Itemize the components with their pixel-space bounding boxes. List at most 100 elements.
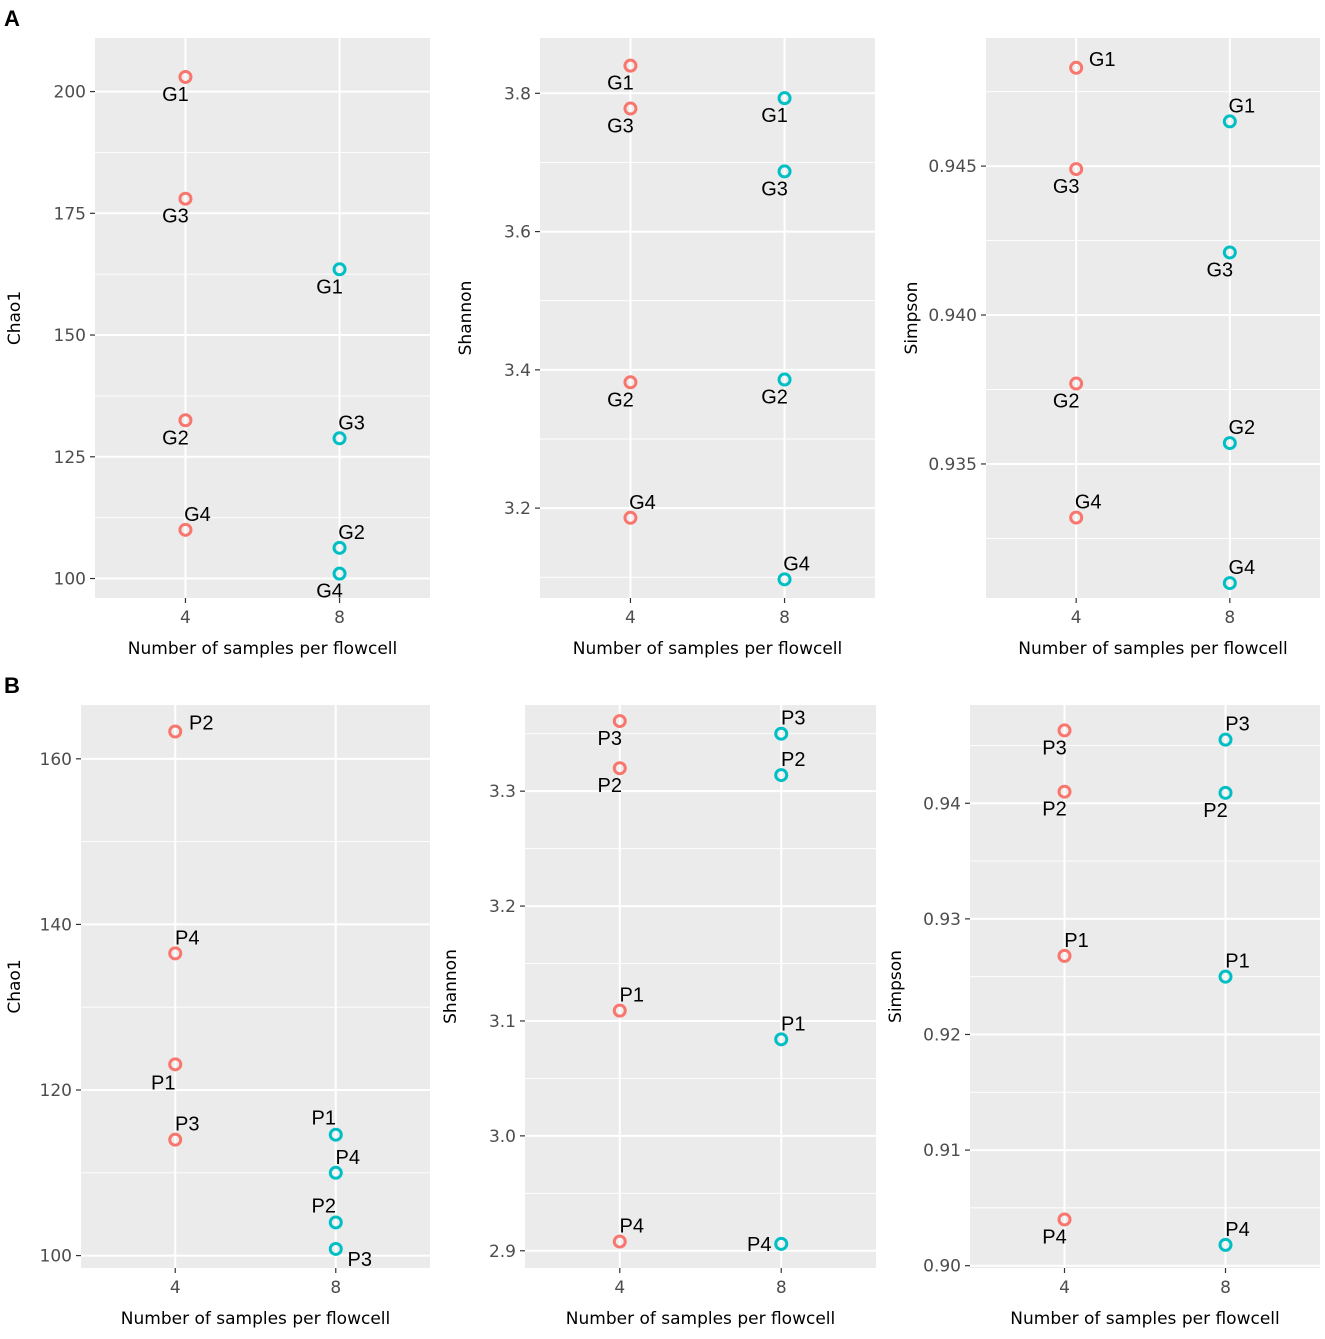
x-axis-title: Number of samples per flowcell [121,1309,390,1329]
y-tick-label: 140 [40,915,72,935]
point-label-p2: P2 [312,1195,336,1217]
data-point-p4 [1057,1212,1072,1227]
data-point-g4 [1222,576,1237,591]
point-label-g3: G3 [1053,176,1080,198]
y-tick-label: 3.2 [489,897,516,917]
x-tick-label: 4 [180,608,191,628]
point-label-p2: P2 [1042,799,1066,821]
data-point-p3 [168,1132,183,1147]
point-label-g4: G4 [1228,557,1255,579]
plot-background [986,38,1320,598]
point-label-p4: P4 [620,1216,644,1238]
point-label-g2: G2 [338,522,365,544]
point-label-g1: G1 [607,73,634,95]
x-tick-label: 8 [779,608,790,628]
data-point-p1 [168,1057,183,1072]
data-point-g1 [623,58,638,73]
y-tick-label: 100 [54,570,86,590]
point-label-g3: G3 [1206,259,1233,281]
data-point-g4 [332,566,347,581]
point-label-g4: G4 [1075,492,1102,514]
y-tick-label: 3.8 [504,84,531,104]
data-point-p4 [612,1234,627,1249]
panel-letter-b: B [4,673,20,698]
point-label-g4: G4 [184,504,211,526]
data-point-p4 [1218,1237,1233,1252]
point-label-p4: P4 [175,927,199,949]
y-tick-label: 150 [54,326,86,346]
y-tick-label: 0.945 [928,157,977,177]
data-point-g3 [1222,245,1237,260]
y-tick-label: 175 [54,204,86,224]
y-tick-label: 120 [40,1081,72,1101]
point-label-p1: P1 [781,1013,805,1035]
data-point-p3 [328,1241,343,1256]
y-tick-label: 3.3 [489,782,516,802]
y-axis-title: Chao1 [5,291,25,345]
plot-background [525,705,876,1268]
y-tick-label: 3.6 [504,223,531,243]
data-point-p2 [1057,784,1072,799]
point-label-g2: G2 [761,387,788,409]
data-point-g4 [623,510,638,525]
chart-b-simpson: 0.90 0.91 0.92 0.93 0.94 4 8 Number of samples … [886,705,1320,1329]
plot-background [81,705,430,1268]
y-tick-label: 3.0 [489,1127,516,1147]
data-point-p3 [1218,732,1233,747]
data-point-g1 [178,69,193,84]
point-label-g1: G1 [1089,49,1116,71]
point-label-g2: G2 [607,389,634,411]
point-label-g3: G3 [607,116,634,138]
point-label-g4: G4 [629,492,656,514]
y-tick-label: 200 [54,83,86,103]
data-point-p3 [774,726,789,741]
x-axis-title: Number of samples per flowcell [128,639,397,659]
y-axis-title: Shannon [441,949,461,1024]
point-label-g2: G2 [1053,391,1080,413]
point-label-g2: G2 [162,427,189,449]
plot-background [95,38,430,598]
point-label-p1: P1 [1225,951,1249,973]
data-point-g3 [178,191,193,206]
data-point-g2 [623,375,638,390]
y-tick-label: 0.91 [923,1141,961,1161]
point-label-p3: P3 [175,1114,199,1136]
data-point-p4 [774,1236,789,1251]
chart-a-shannon: 3.2 3.4 3.6 3.8 4 8 Number of samples per flow… [456,38,875,659]
point-label-g1: G1 [1228,95,1255,117]
y-tick-label: 160 [40,750,72,770]
y-axis-title: Simpson [902,282,922,355]
data-point-p1 [1057,948,1072,963]
x-axis-title: Number of samples per flowcell [1018,639,1287,659]
point-label-p2: P2 [598,775,622,797]
charts-container: 100 125 150 175 200 4 8 Number of samples per f… [5,38,1320,1329]
point-label-g1: G1 [761,105,788,127]
y-tick-label: 0.92 [923,1025,961,1045]
data-point-g3 [777,164,792,179]
point-label-g2: G2 [1228,417,1255,439]
data-point-p1 [1218,969,1233,984]
y-tick-label: 3.1 [489,1012,516,1032]
point-label-p1: P1 [620,985,644,1007]
point-label-p3: P3 [781,708,805,730]
point-label-p3: P3 [1042,737,1066,759]
point-label-p2: P2 [781,749,805,771]
data-point-g4 [178,522,193,537]
point-label-g3: G3 [761,178,788,200]
x-tick-label: 8 [334,608,345,628]
data-point-g2 [178,413,193,428]
y-tick-label: 0.94 [923,794,961,814]
x-tick-label: 8 [330,1278,341,1298]
x-tick-label: 4 [170,1278,181,1298]
data-point-g1 [1069,60,1084,75]
data-point-g3 [332,431,347,446]
plot-background [540,38,875,598]
x-axis-title: Number of samples per flowcell [573,639,842,659]
data-point-g1 [777,91,792,106]
data-point-g4 [777,572,792,587]
y-axis-title: Chao1 [5,959,25,1013]
data-point-g1 [332,262,347,277]
y-tick-label: 0.93 [923,910,961,930]
x-axis-title: Number of samples per flowcell [1010,1309,1279,1329]
y-tick-label: 3.2 [504,499,531,519]
